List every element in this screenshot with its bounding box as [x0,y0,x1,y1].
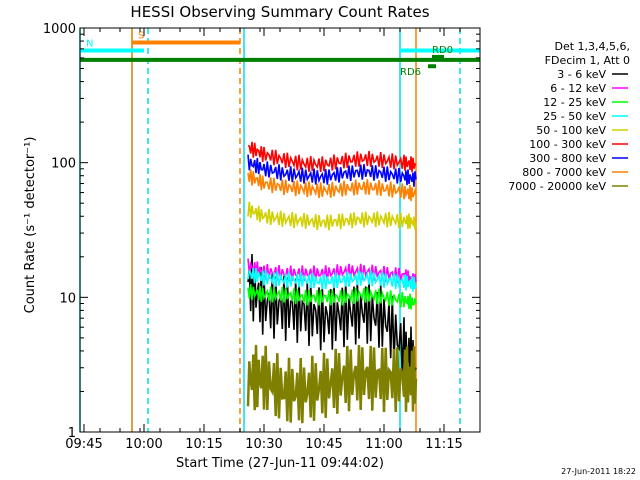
legend-entry-label: 3 - 6 keV [557,68,606,81]
marker-layer: S N RD0 RD6 [79,28,480,432]
x-tick-label: 10:15 [185,437,222,452]
x-tick-label: 10:00 [125,437,162,452]
legend-entry-label: 300 - 800 keV [529,152,606,165]
series-line-5 [247,141,417,173]
x-axis-label: Start Time (27-Jun-11 09:44:02) [176,456,384,471]
flag-label: N [86,39,93,50]
series-line-7 [247,169,417,202]
chart-title: HESSI Observing Summary Count Rates [130,3,429,21]
series-line-2 [247,284,417,310]
flag-label: RD0 [432,45,453,56]
y-tick-label: 1000 [43,22,76,37]
y-axis-label: Count Rate (s⁻¹ detector⁻¹) [23,137,38,314]
flag-label: S [138,31,144,42]
series-line-4 [247,201,417,231]
series-line-6 [247,154,417,187]
legend-entry-label: 6 - 12 keV [550,82,606,95]
timestamp: 27-Jun-2011 18:22 [561,467,636,476]
series-line-3 [247,267,417,292]
flag-label: RD6 [400,67,421,78]
x-tick-label: 10:30 [245,437,282,452]
y-tick-label: 1 [68,426,76,441]
y-tick-label: 100 [51,157,76,172]
legend-entry-label: 7000 - 20000 keV [508,180,606,193]
legend-entry-label: 50 - 100 keV [536,124,606,137]
legend-entry-label: 25 - 50 keV [543,110,606,123]
x-tick-label: 11:00 [365,437,402,452]
legend-entry-label: 800 - 7000 keV [522,166,606,179]
legend-entry-label: 100 - 300 keV [529,138,606,151]
legend: Det 1,3,4,5,6,FDecim 1, Att 03 - 6 keV6 … [508,40,630,193]
axes: 09:45 10:00 10:15 10:30 10:45 11:00 11:15 1 10 10… [43,22,481,452]
series-line-8 [246,344,418,424]
legend-title: FDecim 1, Att 0 [545,54,630,67]
x-tick-label: 11:15 [425,437,462,452]
x-tick-label: 09:45 [65,437,102,452]
legend-title: Det 1,3,4,5,6, [554,40,630,53]
series-layer [246,141,418,424]
x-tick-label: 10:45 [305,437,342,452]
legend-entry-label: 12 - 25 keV [543,96,606,109]
y-tick-label: 10 [59,291,76,306]
